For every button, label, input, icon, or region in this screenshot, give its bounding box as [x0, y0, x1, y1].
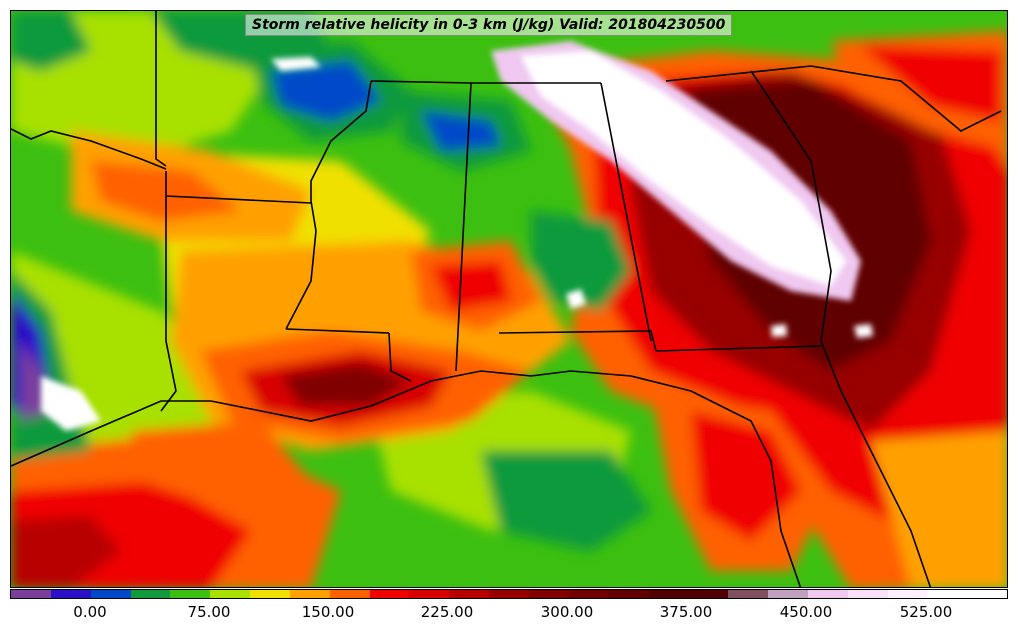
colorbar-segment — [728, 590, 769, 598]
colorbar-segment — [967, 590, 1008, 598]
colorbar-tick-label: 450.00 — [779, 603, 833, 621]
colorbar-tick-label: 225.00 — [420, 603, 474, 621]
colorbar-segment — [449, 590, 490, 598]
colorbar-segment — [927, 590, 968, 598]
colorbar-segment — [568, 590, 609, 598]
colorbar-segment — [369, 590, 410, 598]
colorbar-segment — [329, 590, 370, 598]
colorbar-tick-label: 0.00 — [73, 603, 107, 621]
colorbar-tick-label: 525.00 — [899, 603, 953, 621]
colorbar-labels: 0.00 75.00 150.00 225.00 300.00 375.00 450.00 5… — [10, 603, 1008, 625]
colorbar-segment — [847, 590, 888, 598]
helicity-map — [11, 11, 1007, 587]
colorbar-tick-label: 375.00 — [659, 603, 713, 621]
colorbar-segment — [688, 590, 729, 598]
colorbar-segment — [887, 590, 928, 598]
colorbar-tick-label: 300.00 — [540, 603, 594, 621]
colorbar-segment — [807, 590, 848, 598]
colorbar-segment — [409, 590, 450, 598]
colorbar-segment — [50, 590, 91, 598]
colorbar-tick-label: 75.00 — [187, 603, 231, 621]
state-boundaries — [11, 11, 1002, 587]
colorbar-segment — [528, 590, 569, 598]
colorbar-segment — [90, 590, 131, 598]
colorbar-segment — [608, 590, 649, 598]
high-helicity-blobs — [41, 41, 873, 431]
colorbar-segment — [289, 590, 330, 598]
colorbar-segment — [11, 590, 51, 598]
colorbar-segment — [130, 590, 171, 598]
colorbar-segment — [489, 590, 529, 598]
colorbar-segment — [210, 590, 251, 598]
colorbar-tick-label: 150.00 — [301, 603, 355, 621]
map-title: Storm relative helicity in 0-3 km (J/kg)… — [245, 14, 733, 36]
map-panel — [10, 10, 1008, 588]
colorbar-segment — [648, 590, 689, 598]
colorbar-segment — [768, 590, 808, 598]
colorbar — [10, 589, 1008, 599]
colorbar-segment — [170, 590, 211, 598]
colorbar-segment — [250, 590, 290, 598]
